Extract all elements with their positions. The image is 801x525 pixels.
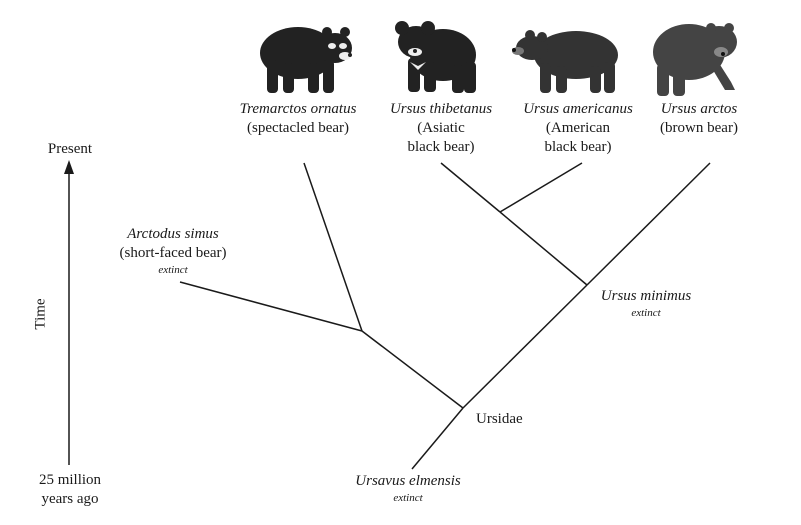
taxon-name: Ursus minimus: [600, 288, 692, 304]
extinct-tag: extinct: [158, 264, 188, 276]
root-ursavus: Ursavus elmensis extinct: [355, 472, 460, 505]
common-name: (brown bear): [660, 120, 738, 136]
extinct-tag: extinct: [393, 492, 423, 504]
common-name-line1: (American: [545, 120, 611, 136]
tip-thibetanus: Ursus thibetanus (Asiatic black bear): [390, 100, 492, 157]
time-arrowhead-icon: [64, 160, 74, 174]
branch-thibetanus: [440, 162, 501, 213]
node-minimus: Ursus minimus extinct: [601, 287, 691, 320]
taxon-name: Ursus thibetanus: [389, 101, 493, 117]
taxon-name: Ursidae: [476, 411, 523, 427]
common-name: (spectacled bear): [246, 120, 350, 136]
common-name: (short-faced bear): [119, 245, 227, 261]
tip-tremarctos: Tremarctos ornatus (spectacled bear): [240, 100, 357, 138]
tip-arctodus: Arctodus simus (short-faced bear) extinc…: [119, 225, 226, 277]
axis-past-line2: years ago: [41, 491, 99, 507]
axis-past-line1: 25 million: [38, 472, 102, 488]
branch-ursidae-tremarctine: [361, 330, 464, 409]
extinct-tag: extinct: [631, 307, 661, 319]
american-black-bear-icon: [512, 30, 618, 93]
axis-time-label: Time: [32, 298, 49, 330]
common-name-line2: black bear): [544, 139, 612, 155]
taxon-name: Ursavus elmensis: [355, 473, 461, 489]
branch-ursidae-minimus: [462, 284, 588, 409]
branch-arctos: [586, 162, 711, 286]
branch-tremarctos: [303, 162, 363, 332]
node-ursidae: Ursidae: [476, 410, 523, 429]
spectacled-bear-icon: [260, 27, 352, 93]
tip-americanus: Ursus americanus (American black bear): [523, 100, 633, 157]
branch-root: [411, 407, 464, 470]
taxon-name: Arctodus simus: [127, 226, 219, 242]
branch-americanus: [499, 162, 583, 213]
branch-black-bears: [499, 211, 588, 286]
common-name-line2: black bear): [407, 139, 475, 155]
axis-past-label: 25 million years ago: [39, 471, 101, 509]
tip-arctos: Ursus arctos (brown bear): [660, 100, 738, 138]
common-name-line1: (Asiatic: [417, 120, 465, 136]
brown-bear-icon: [653, 23, 737, 96]
axis-present-label: Present: [47, 141, 93, 157]
asiatic-black-bear-icon: [395, 21, 476, 93]
taxon-name: Ursus arctos: [660, 101, 738, 117]
taxon-name: Ursus americanus: [523, 101, 633, 117]
taxon-name: Tremarctos ornatus: [239, 101, 357, 117]
branch-arctodus: [179, 281, 363, 332]
